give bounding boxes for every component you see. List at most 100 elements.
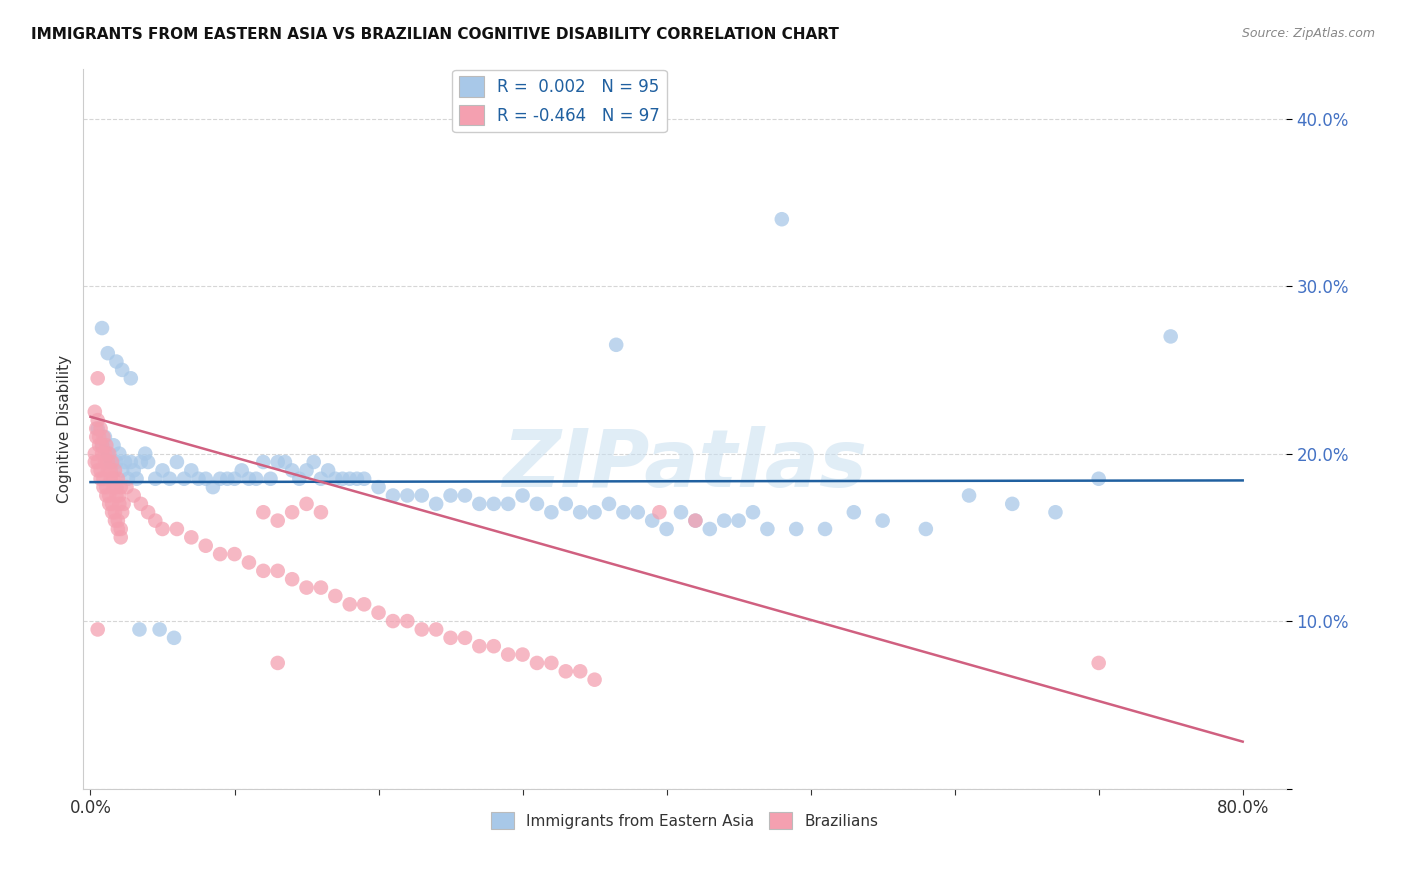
Legend: Immigrants from Eastern Asia, Brazilians: Immigrants from Eastern Asia, Brazilians: [485, 806, 884, 835]
Point: [125, 472, 148, 486]
Point: [325, 589, 347, 603]
Point: [309, 472, 332, 486]
Point: [97, 346, 120, 360]
Point: [367, 606, 389, 620]
Point: [194, 472, 217, 486]
Point: [86, 463, 108, 477]
Point: [267, 564, 290, 578]
Point: [187, 472, 209, 486]
Point: [94, 430, 117, 444]
Point: [105, 488, 128, 502]
Point: [100, 472, 122, 486]
Point: [727, 514, 749, 528]
Point: [180, 463, 202, 477]
Point: [425, 623, 447, 637]
Point: [339, 472, 361, 486]
Point: [107, 472, 129, 486]
Point: [1160, 329, 1182, 343]
Point: [512, 488, 534, 502]
Point: [112, 497, 135, 511]
Point: [110, 530, 132, 544]
Point: [111, 463, 134, 477]
Point: [605, 338, 627, 352]
Point: [569, 505, 592, 519]
Point: [111, 505, 134, 519]
Point: [512, 648, 534, 662]
Point: [482, 497, 505, 511]
Point: [872, 514, 894, 528]
Point: [281, 572, 304, 586]
Point: [93, 430, 115, 444]
Point: [685, 514, 707, 528]
Point: [90, 421, 112, 435]
Point: [96, 438, 118, 452]
Point: [540, 505, 562, 519]
Point: [93, 480, 115, 494]
Point: [91, 438, 114, 452]
Point: [302, 455, 325, 469]
Point: [111, 363, 134, 377]
Point: [105, 480, 128, 494]
Point: [89, 438, 111, 452]
Point: [108, 488, 131, 502]
Point: [108, 497, 131, 511]
Point: [713, 514, 735, 528]
Point: [129, 455, 152, 469]
Point: [496, 648, 519, 662]
Point: [108, 447, 131, 461]
Point: [569, 665, 592, 679]
Point: [143, 472, 166, 486]
Point: [482, 639, 505, 653]
Point: [93, 472, 115, 486]
Point: [83, 405, 105, 419]
Point: [367, 480, 389, 494]
Point: [756, 522, 779, 536]
Point: [115, 480, 138, 494]
Point: [325, 472, 347, 486]
Point: [381, 614, 404, 628]
Point: [583, 505, 606, 519]
Point: [814, 522, 837, 536]
Point: [648, 505, 671, 519]
Point: [425, 497, 447, 511]
Point: [104, 505, 127, 519]
Point: [159, 472, 181, 486]
Point: [136, 505, 159, 519]
Point: [122, 488, 145, 502]
Point: [295, 497, 318, 511]
Point: [96, 480, 118, 494]
Point: [598, 497, 620, 511]
Point: [91, 321, 114, 335]
Point: [143, 514, 166, 528]
Point: [105, 354, 128, 368]
Point: [103, 438, 125, 452]
Point: [105, 455, 128, 469]
Point: [103, 480, 125, 494]
Point: [252, 564, 274, 578]
Y-axis label: Cognitive Disability: Cognitive Disability: [58, 354, 72, 502]
Point: [97, 447, 120, 461]
Point: [166, 522, 188, 536]
Point: [281, 463, 304, 477]
Point: [100, 463, 122, 477]
Point: [101, 505, 124, 519]
Text: Source: ZipAtlas.com: Source: ZipAtlas.com: [1241, 27, 1375, 40]
Point: [114, 455, 136, 469]
Point: [267, 656, 290, 670]
Point: [1045, 505, 1067, 519]
Point: [288, 472, 311, 486]
Point: [685, 514, 707, 528]
Point: [98, 497, 121, 511]
Point: [209, 547, 232, 561]
Point: [152, 522, 174, 536]
Point: [90, 472, 112, 486]
Point: [526, 497, 548, 511]
Point: [1001, 497, 1024, 511]
Point: [411, 623, 433, 637]
Point: [180, 530, 202, 544]
Point: [97, 455, 120, 469]
Point: [554, 497, 576, 511]
Point: [346, 472, 368, 486]
Point: [86, 421, 108, 435]
Point: [770, 212, 793, 227]
